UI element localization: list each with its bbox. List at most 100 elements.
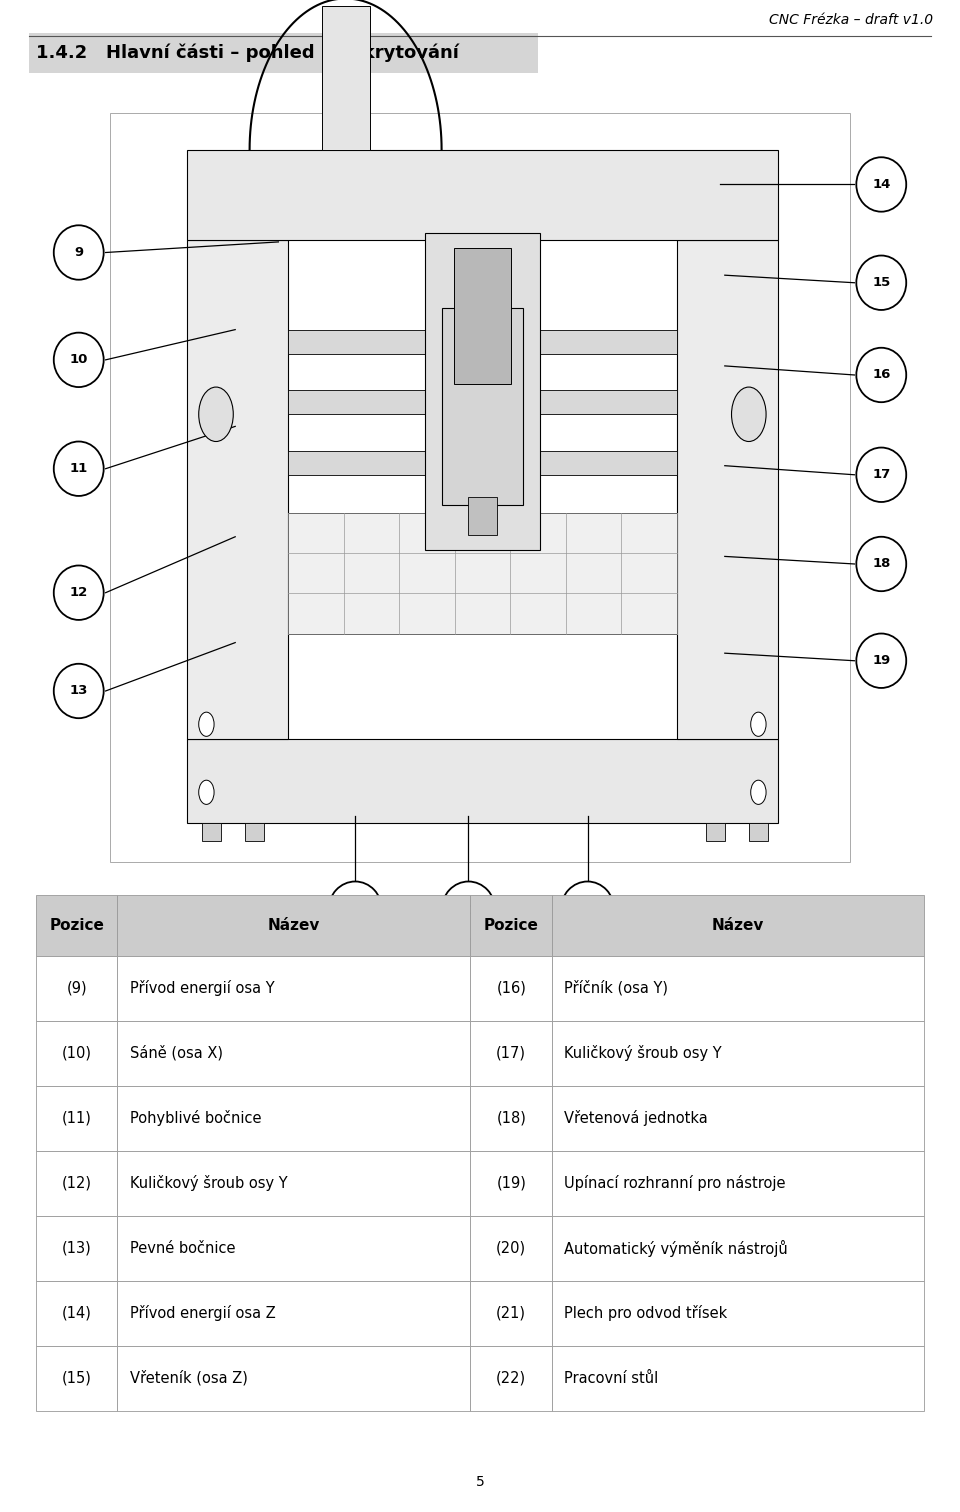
Bar (322, 6, 370, 150)
Circle shape (199, 387, 233, 442)
Bar (552, 1151, 924, 1216)
Text: 9: 9 (74, 246, 84, 259)
Text: (13): (13) (62, 1241, 91, 1255)
Bar (443, 308, 523, 505)
Bar (187, 240, 288, 739)
Ellipse shape (856, 157, 906, 212)
Ellipse shape (54, 565, 104, 620)
Bar (552, 1346, 924, 1411)
Ellipse shape (856, 634, 906, 688)
Text: 14: 14 (872, 178, 891, 191)
Text: CNC Frézka – draft v1.0: CNC Frézka – draft v1.0 (769, 14, 933, 27)
Bar (36, 895, 117, 956)
Bar (288, 451, 677, 475)
Text: (17): (17) (496, 1046, 526, 1060)
Bar (202, 823, 221, 841)
Ellipse shape (54, 333, 104, 387)
Text: 15: 15 (872, 277, 891, 289)
Bar (470, 1021, 552, 1086)
Bar (36, 1216, 117, 1281)
Text: (20): (20) (496, 1241, 526, 1255)
Bar (454, 248, 511, 384)
Bar (36, 1346, 117, 1411)
Text: 19: 19 (872, 655, 891, 667)
Text: 20: 20 (346, 904, 365, 916)
Bar (117, 1281, 470, 1346)
Text: Automatický výměník nástrojů: Automatický výměník nástrojů (564, 1240, 788, 1256)
Bar (677, 240, 778, 739)
Bar (36, 956, 117, 1021)
Text: 12: 12 (69, 587, 88, 599)
Circle shape (732, 387, 766, 442)
Ellipse shape (856, 537, 906, 591)
Bar (117, 1216, 470, 1281)
Ellipse shape (442, 881, 495, 939)
Circle shape (199, 712, 214, 736)
Ellipse shape (54, 664, 104, 718)
Text: 16: 16 (872, 369, 891, 381)
Bar (470, 1281, 552, 1346)
Text: 18: 18 (872, 558, 891, 570)
Text: (18): (18) (496, 1111, 526, 1125)
Text: Pevné bočnice: Pevné bočnice (130, 1241, 235, 1255)
Bar (706, 823, 725, 841)
Text: 21: 21 (459, 904, 478, 916)
Bar (110, 113, 850, 862)
Text: (22): (22) (496, 1371, 526, 1385)
Ellipse shape (54, 442, 104, 496)
Bar (470, 895, 552, 956)
Bar (468, 497, 497, 535)
Bar (245, 823, 264, 841)
Bar (117, 956, 470, 1021)
Text: (14): (14) (61, 1306, 92, 1320)
Text: Plech pro odvod třísek: Plech pro odvod třísek (564, 1305, 728, 1321)
Bar (470, 1086, 552, 1151)
Bar (36, 1151, 117, 1216)
Text: Sáně (osa X): Sáně (osa X) (130, 1045, 223, 1061)
Bar (552, 1086, 924, 1151)
Text: Vřetenová jednotka: Vřetenová jednotka (564, 1110, 708, 1126)
Text: 5: 5 (475, 1474, 485, 1489)
Text: (15): (15) (61, 1371, 92, 1385)
Bar (470, 1216, 552, 1281)
Bar (117, 1086, 470, 1151)
Text: (11): (11) (61, 1111, 92, 1125)
Text: 13: 13 (69, 685, 88, 697)
Ellipse shape (856, 348, 906, 402)
Bar (552, 895, 924, 956)
Text: Název: Název (711, 918, 764, 933)
Text: 22: 22 (578, 904, 597, 916)
Text: (21): (21) (496, 1306, 526, 1320)
Circle shape (751, 712, 766, 736)
Text: Přívod energií osa Z: Přívod energií osa Z (130, 1305, 276, 1321)
Text: (10): (10) (61, 1046, 92, 1060)
Ellipse shape (328, 881, 382, 939)
Bar (552, 1281, 924, 1346)
Text: Kuličkový šroub osy Y: Kuličkový šroub osy Y (564, 1045, 722, 1061)
Text: 10: 10 (69, 354, 88, 366)
Text: (9): (9) (66, 981, 87, 995)
Bar (470, 1346, 552, 1411)
Bar (187, 150, 778, 240)
Bar (425, 233, 540, 550)
Ellipse shape (856, 448, 906, 502)
Circle shape (751, 780, 766, 804)
Bar (29, 33, 538, 73)
Bar (36, 1021, 117, 1086)
Bar (36, 1281, 117, 1346)
Bar (117, 1151, 470, 1216)
Text: 1.4.2   Hlavní části – pohled bez krytování: 1.4.2 Hlavní části – pohled bez krytován… (36, 44, 459, 62)
Ellipse shape (856, 256, 906, 310)
Bar (187, 739, 778, 823)
Ellipse shape (561, 881, 614, 939)
Bar (117, 1346, 470, 1411)
Bar (552, 1021, 924, 1086)
Text: Název: Název (268, 918, 320, 933)
Text: Pozice: Pozice (484, 918, 539, 933)
Text: Příčník (osa Y): Příčník (osa Y) (564, 980, 668, 996)
Bar (470, 1151, 552, 1216)
Bar (749, 823, 768, 841)
Text: Pracovní stůl: Pracovní stůl (564, 1371, 659, 1385)
Bar (288, 330, 677, 354)
Text: Přívod energií osa Y: Přívod energií osa Y (130, 980, 275, 996)
